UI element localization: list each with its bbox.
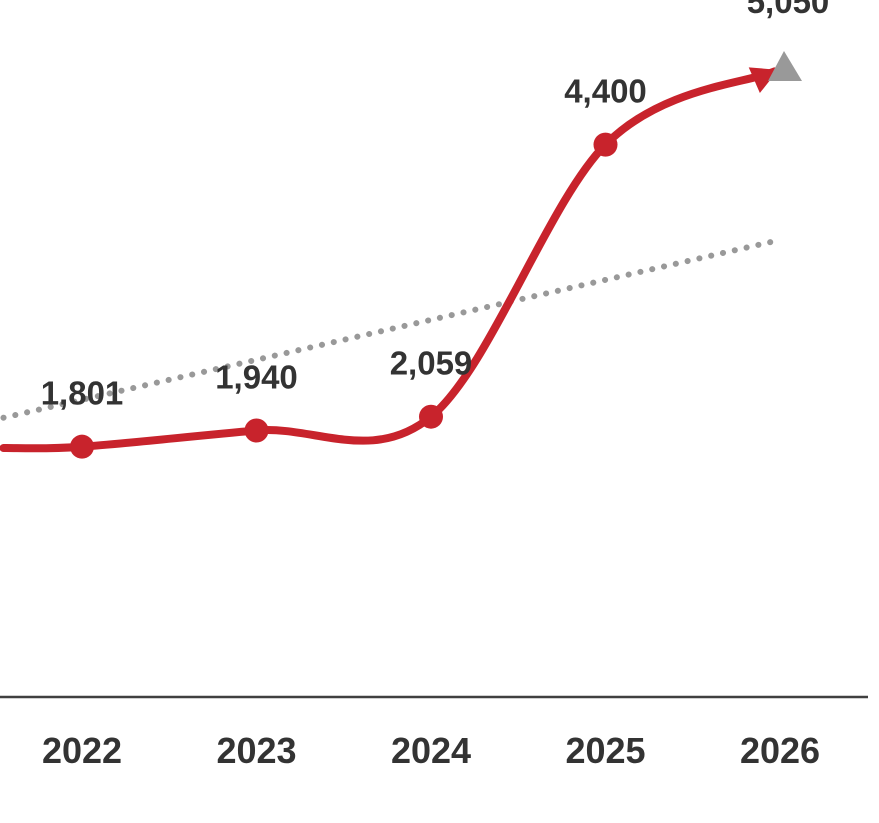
- data-label-2023: 1,940: [215, 359, 298, 396]
- x-tick-label-2026: 2026: [740, 730, 820, 771]
- x-tick-label-2023: 2023: [216, 730, 296, 771]
- series-arrowhead: [748, 67, 779, 94]
- data-point-2026: [768, 51, 802, 82]
- trend-line: [0, 236, 783, 421]
- data-label-layer: 1,801 1,940 2,059 4,400 5,050: [41, 0, 830, 412]
- data-label-2022: 1,801: [41, 375, 124, 412]
- data-label-2025: 4,400: [564, 73, 647, 110]
- x-tick-label-2025: 2025: [565, 730, 645, 771]
- series-line-actual: [0, 67, 779, 453]
- x-tick-layer: 2022 2023 2024 2025 2026: [42, 730, 820, 771]
- x-tick-label-2024: 2024: [391, 730, 471, 771]
- series-layer: [0, 67, 779, 453]
- data-point-2022: [70, 434, 94, 459]
- data-label-2024: 2,059: [390, 345, 473, 382]
- data-point-2025: [593, 132, 618, 157]
- data-point-2024: [419, 404, 443, 429]
- marker-layer: [70, 51, 802, 459]
- trend-layer: [0, 236, 783, 421]
- data-point-2023: [244, 418, 269, 443]
- x-tick-label-2022: 2022: [42, 730, 122, 771]
- data-label-2026: 5,050: [747, 0, 830, 20]
